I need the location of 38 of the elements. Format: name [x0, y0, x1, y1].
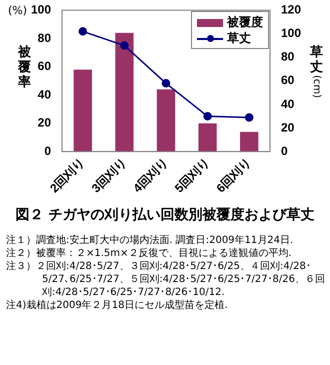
y2-axis-title: 草丈 (cm)	[309, 45, 324, 98]
text: (%)	[8, 4, 28, 17]
y2-tick-label: 60	[280, 73, 295, 88]
y-tick-label: 60	[38, 59, 52, 74]
bar	[198, 123, 217, 152]
x-tick-label: 6回刈り	[214, 155, 254, 196]
point	[244, 113, 254, 122]
y2-tick-label: 100	[280, 26, 302, 40]
y-axis-title: 被覆率	[18, 45, 31, 90]
y-tick-label: 80	[38, 30, 52, 45]
y2-tick-label: 40	[280, 96, 295, 111]
x-tick-label: 2回刈り	[47, 155, 88, 196]
legend-label: 草丈	[226, 31, 251, 46]
text: 注4)栽植は2009年２月18日にセル成型苗を定植.	[6, 299, 229, 312]
bar	[115, 32, 134, 152]
bar	[74, 70, 92, 152]
y-tick-label: 40	[38, 87, 52, 102]
x-tick-label: 5回刈り	[172, 155, 212, 196]
y2-tick-label: 120	[280, 2, 302, 17]
y2-tick-label: 80	[280, 50, 295, 64]
x-tick-label: 4回刈り	[130, 155, 170, 196]
text: 注１）調査地:安土町大中の場内法面. 調査日:2009年11月24日.	[6, 234, 294, 247]
y-tick-label: 100	[30, 2, 52, 17]
legend-label: 被覆度	[226, 15, 263, 30]
point	[78, 27, 88, 36]
y-tick-label: 20	[38, 116, 52, 130]
text: 図２ チガヤの刈り払い回数別被覆度および草丈	[14, 206, 316, 224]
point	[203, 112, 212, 121]
x-tick-label: 3回刈り	[88, 155, 129, 196]
y2-tick-label: 20	[280, 120, 295, 134]
text: 注３）２回刈:4/28･5/27、３回刈:4/28･5/27･6/25、４回刈:4/28･5/27､6/25･7/27、５回刈:4/28･5/27･6/25･7/27･8/26、６回刈:4/28･5/27･6/25･7/27･8/26･10/12.	[6, 260, 326, 299]
y2-tick-label: 0	[280, 144, 288, 158]
bar	[156, 89, 176, 152]
bar	[240, 132, 258, 152]
text: 注２）被覆率：２×1.5m×２反復で、目視による達観値の平均.	[6, 247, 293, 260]
point	[120, 41, 129, 50]
point	[162, 79, 170, 88]
y-tick-label: 0	[44, 144, 52, 158]
